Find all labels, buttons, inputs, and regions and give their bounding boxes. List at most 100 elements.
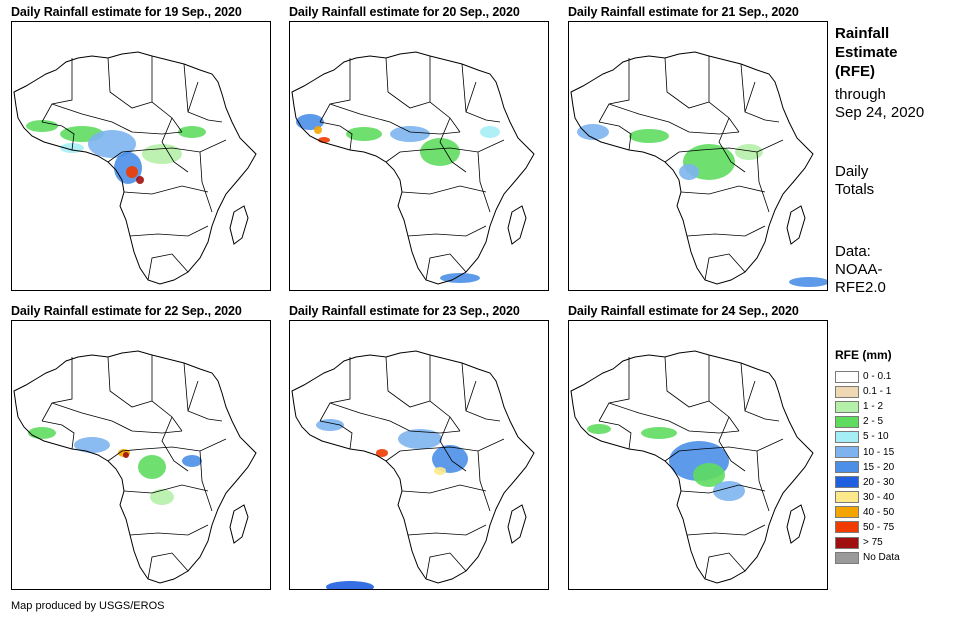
country-border [756,450,770,512]
country-border [123,185,209,195]
legend-label: 1 - 2 [863,401,884,413]
country-border [718,117,746,173]
country-border [41,357,73,422]
panel-title: Daily Rainfall estimate for 22 Sep., 202… [11,304,242,318]
africa-map-svg [291,51,535,285]
legend-swatch [835,551,859,564]
legend-label: 10 - 15 [863,446,895,458]
country-border [439,416,467,472]
rainfall-patch [326,581,374,589]
panel-title: Daily Rainfall estimate for 23 Sep., 202… [289,304,520,318]
coastline [291,350,535,584]
country-border [319,121,353,151]
country-border [199,151,213,213]
country-border [477,450,491,512]
legend-swatch [835,415,859,428]
country-border [461,63,501,123]
country-border [183,362,223,422]
country-border [718,416,746,472]
legend-label: 2 - 5 [863,416,884,428]
country-border [147,253,189,281]
rainfall-patch [88,130,136,158]
rainfall-patch [136,176,144,184]
country-border [183,63,223,123]
country-border [425,253,467,281]
legend-swatch [835,506,859,519]
legend-item: No Data [835,550,900,565]
country-border [161,117,189,173]
legend-swatch [835,461,859,474]
country-border [319,420,353,450]
country-border [151,56,183,133]
country-border [107,438,227,462]
legend-item: 50 - 75 [835,520,900,535]
product-title-line: Rainfall [835,25,890,42]
country-border [385,356,431,408]
country-border [319,58,351,123]
rainfall-patch [713,481,745,501]
legend-item: > 75 [835,535,900,550]
country-border [161,416,189,472]
country-border [319,357,351,422]
country-border [187,380,199,412]
through-date: through Sep 24, 2020 [835,86,924,122]
country-border [107,57,153,109]
country-border [41,58,73,123]
country-border [686,524,766,536]
legend-label: 0 - 0.1 [863,371,892,383]
africa-map-svg [570,350,814,584]
country-border [385,139,505,163]
rainfall-patch [735,144,763,160]
through-label: through [835,86,886,103]
panel-title: Daily Rainfall estimate for 19 Sep., 202… [11,5,242,19]
africa-map-svg [13,51,257,285]
legend-swatch [835,430,859,443]
country-border [708,56,740,133]
legend-item: 2 - 5 [835,414,900,429]
country-border [129,524,209,536]
rainfall-patch [178,126,206,138]
country-border [680,185,766,195]
rainfall-patch [693,463,725,487]
product-title: Rainfall Estimate (RFE) [835,24,898,81]
rainfall-patch [434,467,446,475]
country-border [465,380,477,412]
rainfall-patch [679,164,699,180]
data-source-line: NOAA- [835,261,883,278]
legend-swatch [835,446,859,459]
rainfall-patch [398,429,442,449]
rainfall-patch [123,452,129,458]
country-border [41,121,75,151]
country-border [708,355,740,432]
country-border [151,355,183,432]
coastline [13,350,257,584]
daily-totals-note: Daily Totals [835,163,874,199]
coastline [570,51,814,285]
rainfall-map [11,320,271,590]
panel-title: Daily Rainfall estimate for 24 Sep., 202… [568,304,799,318]
data-source-line: RFE2.0 [835,279,886,296]
country-border [429,56,461,133]
legend-label: 20 - 30 [863,476,895,488]
rainfall-patch [346,127,382,141]
totals-line: Daily [835,163,869,180]
panel-title: Daily Rainfall estimate for 21 Sep., 202… [568,5,799,19]
product-title-line: (RFE) [835,63,875,80]
legend-label: 50 - 75 [863,521,895,533]
rainfall-patch [390,126,430,142]
country-border [187,81,199,113]
totals-line: Totals [835,181,875,198]
legend-swatch [835,491,859,504]
rainfall-patch [182,455,202,467]
country-border [401,185,487,195]
country-border [425,552,467,580]
country-border [608,402,740,434]
legend-rows: 0 - 0.1 0.1 - 1 1 - 2 2 - 5 5 - 10 10 - 15 15 … [835,369,900,565]
country-border [147,552,189,580]
country-border [107,139,227,163]
legend-swatch [835,385,859,398]
product-title-line: Estimate [835,44,898,61]
country-border [664,139,784,163]
country-border [129,225,209,237]
rainfall-patch [480,126,500,138]
